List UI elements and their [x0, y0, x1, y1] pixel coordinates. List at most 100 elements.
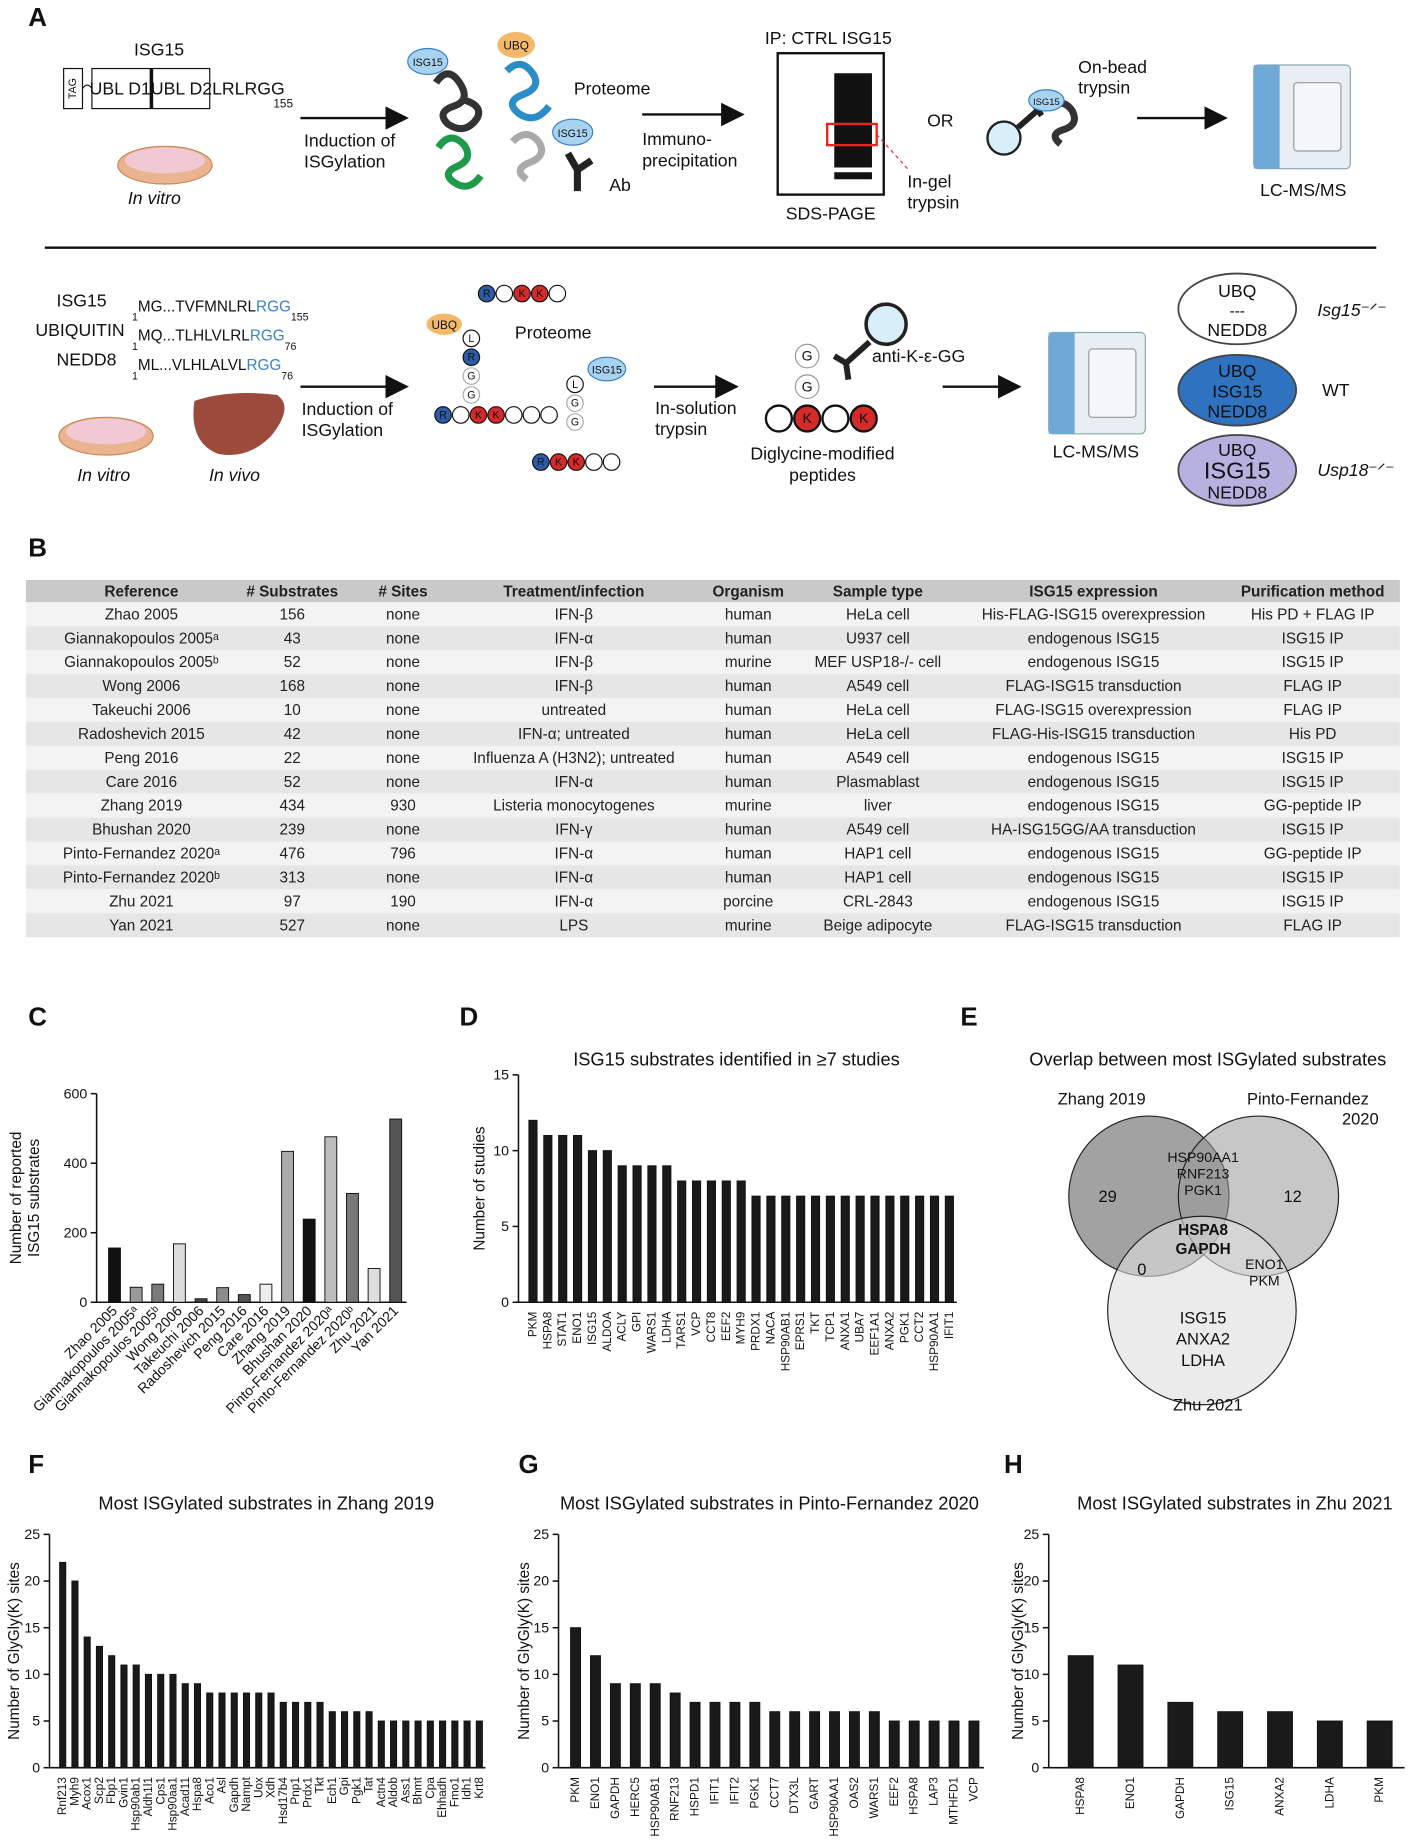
- column-header: Sample type: [833, 583, 923, 600]
- isg15-tag: ISG15: [558, 128, 588, 140]
- x-tick-label: PKM: [1373, 1777, 1386, 1803]
- proteome: Proteome: [574, 78, 651, 98]
- y-tick-label: 0: [501, 1294, 509, 1310]
- bead: G: [467, 371, 475, 383]
- column-header: Treatment/infection: [503, 583, 644, 600]
- table-cell: endogenous ISG15: [1028, 750, 1160, 767]
- bar: [629, 1683, 641, 1769]
- table-cell: human: [725, 870, 772, 887]
- y-tick-label: 15: [533, 1619, 549, 1635]
- panel-label: G: [518, 1451, 538, 1479]
- table-cell: Peng 2016: [104, 750, 178, 767]
- x-tick-label: ANXA2: [1274, 1777, 1287, 1816]
- bar: [944, 1195, 954, 1303]
- bar: [751, 1195, 761, 1303]
- table-cell: IFN-α: [555, 870, 594, 887]
- table-row-bg: [25, 769, 1400, 794]
- in-solution: trypsin: [655, 419, 707, 439]
- y-tick-label: 200: [64, 1224, 88, 1240]
- x-tick-label: Aldh1l1: [142, 1777, 155, 1816]
- bar: [677, 1180, 687, 1303]
- x-tick-label: Xdh: [265, 1777, 278, 1798]
- table-cell: FLAG-ISG15 transduction: [1005, 678, 1181, 695]
- or: OR: [927, 110, 953, 130]
- ip: Immuno-: [642, 129, 712, 149]
- table-row-bg: [25, 865, 1400, 890]
- table-cell: ISG15 IP: [1282, 654, 1344, 671]
- x-tick-label: VCP: [690, 1312, 703, 1336]
- x-tick-label: OAS2: [848, 1777, 861, 1808]
- table-cell: none: [386, 678, 420, 695]
- table-cell: Bhushan 2020: [92, 822, 191, 839]
- table-cell: murine: [725, 654, 772, 671]
- x-tick-label: Aco1: [203, 1777, 216, 1804]
- table-cell: Zhu 2021: [109, 893, 174, 910]
- bar: [414, 1720, 422, 1769]
- x-tick-label: HERC5: [629, 1777, 642, 1817]
- bar: [365, 1711, 373, 1769]
- bead: K: [555, 457, 562, 469]
- x-tick-label: ENO1: [571, 1312, 584, 1344]
- bar: [316, 1701, 324, 1769]
- table-cell: 22: [284, 750, 301, 767]
- bar: [848, 1711, 860, 1769]
- table-row-bg: [25, 602, 1400, 627]
- bar: [144, 1673, 153, 1769]
- x-tick-label: HSP90AA1: [828, 1777, 841, 1837]
- y-tick-label: 25: [533, 1526, 549, 1542]
- bar: [475, 1720, 483, 1769]
- bar: [587, 1150, 598, 1303]
- lcms: LC-MS/MS: [1053, 441, 1139, 461]
- table: Reference # Substrates # Sites Treatment/in…: [25, 579, 1400, 938]
- y-tick-label: 10: [533, 1666, 549, 1682]
- bar: [900, 1195, 910, 1303]
- table-cell: endogenous ISG15: [1028, 654, 1160, 671]
- table-cell: 168: [279, 678, 305, 695]
- bar: [206, 1692, 214, 1769]
- bar: [237, 1294, 251, 1303]
- antibody: anti-K-ε-GG: [872, 346, 965, 366]
- y-tick-label: 0: [541, 1759, 549, 1775]
- y-tick-label: 5: [541, 1713, 549, 1729]
- panel-label: D: [460, 1003, 479, 1031]
- table-cell: IFN-α: [555, 893, 594, 910]
- panel-label: B: [28, 534, 47, 562]
- table-cell: human: [725, 846, 772, 863]
- column-header: # Substrates: [246, 583, 338, 600]
- x-tick-label: Actn4: [375, 1777, 388, 1808]
- table-cell: Plasmablast: [836, 774, 920, 791]
- table-cell: none: [386, 774, 420, 791]
- x-tick-label: ANXA1: [839, 1312, 852, 1351]
- table-cell: ISG15 IP: [1282, 870, 1344, 887]
- sds-page: SDS-PAGE: [786, 203, 876, 223]
- ubq-tag: UBQ: [503, 40, 529, 53]
- set-label: 2020: [1342, 1110, 1379, 1128]
- bar: [632, 1165, 642, 1303]
- x-tick-label: EEF1A1: [869, 1312, 882, 1356]
- induction: ISGylation: [304, 152, 385, 172]
- x-tick-label: LDHA: [660, 1312, 673, 1344]
- x-tick-label: HSP90AA1: [928, 1312, 941, 1372]
- table-cell: human: [725, 606, 772, 623]
- bar: [929, 1195, 940, 1303]
- bar: [749, 1701, 761, 1769]
- bar: [304, 1701, 312, 1769]
- ubq: UBQ: [1218, 440, 1256, 460]
- genotype: Usp18⁻ᐟ⁻: [1317, 460, 1394, 480]
- x-tick-label: GAPDH: [1174, 1777, 1187, 1819]
- table-cell: FLAG-ISG15 overexpression: [995, 702, 1191, 719]
- table-cell: murine: [725, 798, 772, 815]
- in-solution: In-solution: [655, 398, 736, 418]
- table-cell: IFN-α: [555, 774, 594, 791]
- x-tick-label: ALDOA: [601, 1312, 614, 1352]
- seq-name: ISG15: [57, 291, 107, 311]
- protein: [435, 134, 484, 190]
- x-tick-label: Gpi: [338, 1777, 351, 1795]
- table-cell: endogenous ISG15: [1028, 870, 1160, 887]
- bar: [216, 1287, 230, 1303]
- seq-name: UBIQUITIN: [35, 320, 124, 340]
- protein: [433, 70, 483, 133]
- x-tick-label: CCT2: [913, 1312, 926, 1343]
- y-tick-label: 600: [64, 1085, 88, 1101]
- x-tick-label: Acad11: [179, 1777, 192, 1816]
